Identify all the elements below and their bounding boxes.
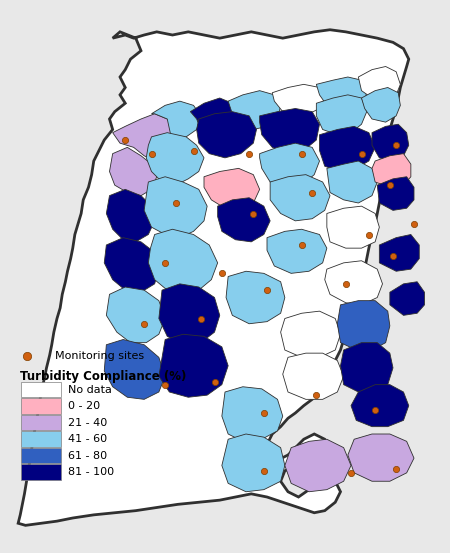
Polygon shape <box>226 272 285 324</box>
Polygon shape <box>390 281 424 315</box>
Polygon shape <box>159 284 220 345</box>
Polygon shape <box>351 385 409 427</box>
Polygon shape <box>109 147 157 196</box>
Text: No data: No data <box>68 385 112 395</box>
Polygon shape <box>204 168 260 210</box>
Polygon shape <box>112 114 176 161</box>
Polygon shape <box>148 229 218 294</box>
Polygon shape <box>341 343 393 392</box>
Polygon shape <box>361 87 400 122</box>
Text: Monitoring sites: Monitoring sites <box>55 351 144 361</box>
Polygon shape <box>325 261 382 305</box>
Text: 81 - 100: 81 - 100 <box>68 467 114 477</box>
Text: 21 - 40: 21 - 40 <box>68 418 107 427</box>
Polygon shape <box>146 133 204 185</box>
Text: 41 - 60: 41 - 60 <box>68 434 107 444</box>
FancyBboxPatch shape <box>21 431 61 447</box>
Polygon shape <box>320 126 375 171</box>
Polygon shape <box>316 77 367 112</box>
Polygon shape <box>372 154 411 187</box>
Polygon shape <box>144 177 207 238</box>
Polygon shape <box>358 66 401 101</box>
Polygon shape <box>285 439 351 492</box>
Polygon shape <box>106 189 155 242</box>
Polygon shape <box>104 340 165 399</box>
Polygon shape <box>197 112 256 158</box>
FancyBboxPatch shape <box>21 448 61 463</box>
Polygon shape <box>377 177 414 210</box>
Text: 0 - 20: 0 - 20 <box>68 401 100 411</box>
Polygon shape <box>18 30 409 525</box>
Polygon shape <box>222 387 283 441</box>
FancyBboxPatch shape <box>21 398 61 414</box>
Polygon shape <box>106 287 165 343</box>
Text: 61 - 80: 61 - 80 <box>68 451 107 461</box>
Polygon shape <box>327 206 379 248</box>
Polygon shape <box>222 434 285 492</box>
Polygon shape <box>379 234 419 272</box>
Polygon shape <box>267 229 327 273</box>
Polygon shape <box>281 311 341 357</box>
Polygon shape <box>348 434 414 481</box>
Polygon shape <box>190 98 235 133</box>
Polygon shape <box>218 198 270 242</box>
FancyBboxPatch shape <box>21 382 61 398</box>
Polygon shape <box>260 108 320 154</box>
Polygon shape <box>228 91 281 129</box>
Text: Turbidity Compliance (%): Turbidity Compliance (%) <box>20 370 186 383</box>
Polygon shape <box>316 95 367 135</box>
Polygon shape <box>152 101 201 143</box>
FancyBboxPatch shape <box>21 415 61 430</box>
Polygon shape <box>327 161 377 203</box>
Polygon shape <box>260 143 320 187</box>
Polygon shape <box>159 334 228 397</box>
Polygon shape <box>338 301 390 350</box>
FancyBboxPatch shape <box>21 465 61 479</box>
Polygon shape <box>283 353 344 399</box>
Polygon shape <box>272 85 325 116</box>
Polygon shape <box>270 175 330 221</box>
Polygon shape <box>372 124 409 161</box>
Polygon shape <box>104 238 159 292</box>
